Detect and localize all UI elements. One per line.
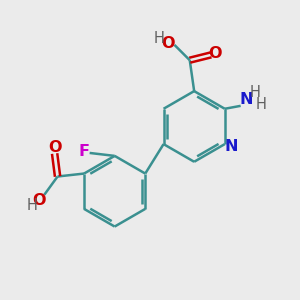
Text: F: F xyxy=(78,144,89,159)
Text: H: H xyxy=(26,198,38,213)
Text: H: H xyxy=(154,31,165,46)
Text: N: N xyxy=(224,139,238,154)
Text: N: N xyxy=(239,92,253,107)
Text: H: H xyxy=(256,97,267,112)
Text: O: O xyxy=(208,46,222,61)
Text: O: O xyxy=(161,37,175,52)
Text: O: O xyxy=(32,193,46,208)
Text: H: H xyxy=(250,85,261,100)
Text: O: O xyxy=(48,140,61,155)
